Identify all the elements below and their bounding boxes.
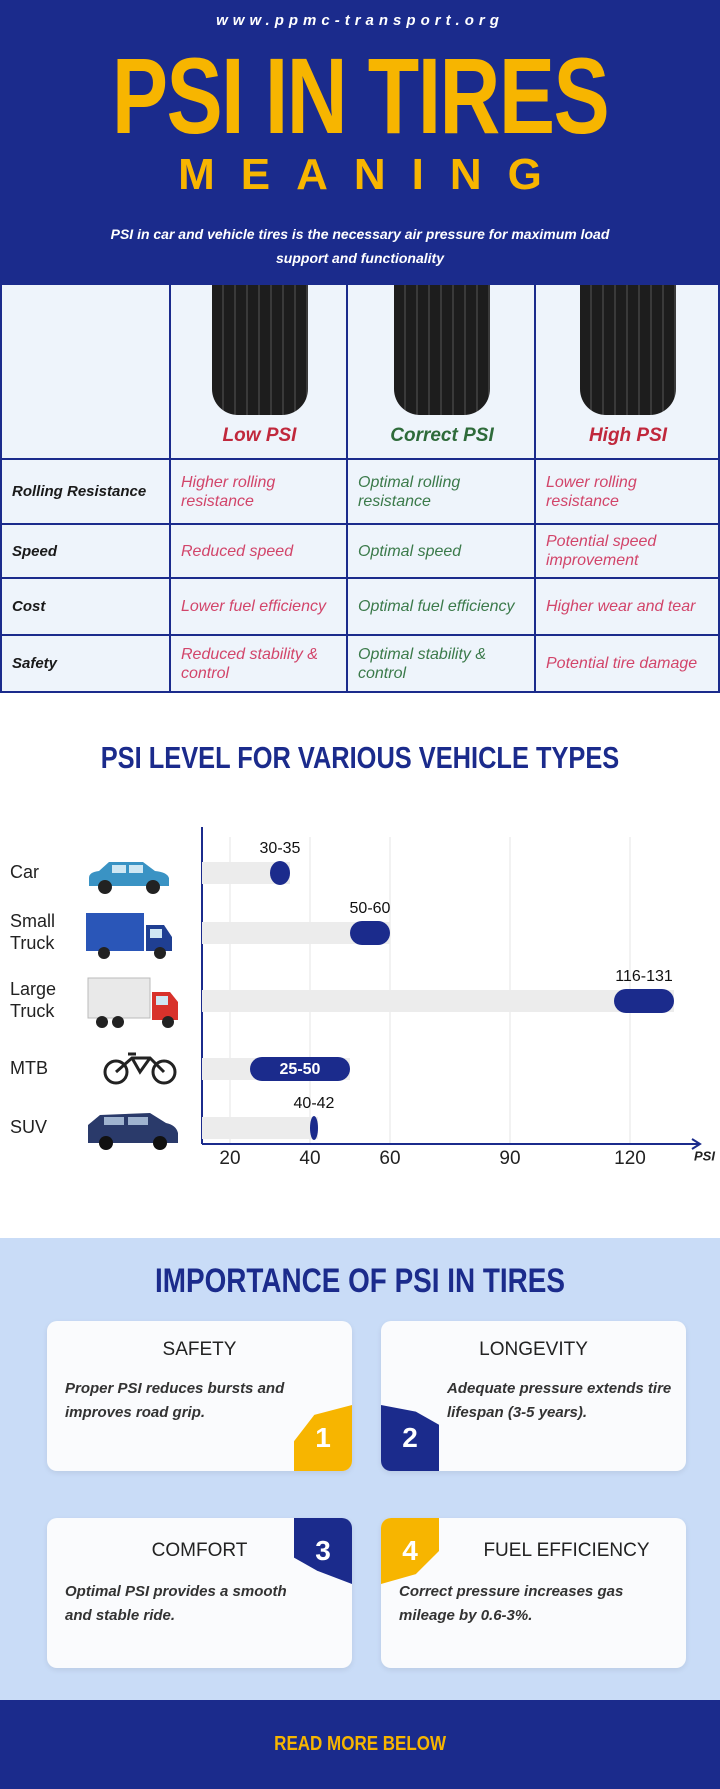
- column-label: High PSI: [588, 425, 668, 446]
- x-tick-label: 90: [499, 1148, 520, 1169]
- header: www.ppmc-transport.org PSI IN TIRES MEAN…: [0, 0, 720, 285]
- table-cell: Reduced stability & control: [171, 636, 348, 693]
- table-cell: Higher rolling resistance: [171, 460, 348, 525]
- chart: PSI LEVEL FOR VARIOUS VEHICLE TYPES 20 40 6…: [10, 741, 715, 1169]
- category-label: MTB: [10, 1058, 48, 1078]
- bar-track: [202, 990, 674, 1012]
- category-label: Large Truck: [10, 979, 56, 1021]
- card-title: FUEL EFFICIENCY: [483, 1540, 650, 1561]
- axis-arrow: [691, 1138, 702, 1150]
- card: 4 FUEL EFFICIENCY Correct pressure increas…: [381, 1518, 686, 1668]
- x-tick-label: 20: [219, 1148, 240, 1169]
- bar-track: [202, 922, 390, 944]
- table-cell: Reduced speed: [171, 525, 348, 579]
- card-title: COMFORT: [151, 1540, 248, 1561]
- card-text: Adequate pressure extends tire lifespan …: [447, 1380, 672, 1421]
- card-text: Correct pressure increases gas mileage b…: [399, 1583, 624, 1624]
- value-label: 50-60: [350, 900, 391, 917]
- number-tab: 2: [381, 1405, 439, 1471]
- chart-title: PSI LEVEL FOR VARIOUS VEHICLE TYPES: [101, 741, 620, 776]
- range-bar: [350, 921, 390, 945]
- column-label: Low PSI: [222, 425, 297, 446]
- row-label: Safety: [2, 636, 171, 693]
- value-label: 40-42: [294, 1095, 335, 1112]
- table-cell: Lower rolling resistance: [536, 460, 720, 525]
- x-axis-label: PSI: [694, 1148, 715, 1163]
- row-label: Speed: [2, 525, 171, 579]
- number-tab: 1: [294, 1405, 352, 1471]
- table-cell: Lower fuel efficiency: [171, 579, 348, 636]
- comparison-table: Low PSI Correct PSI High PSI Rolling Resist…: [0, 285, 720, 693]
- header-cell: [348, 285, 536, 460]
- value-label: 30-35: [260, 840, 301, 857]
- range-bar: [310, 1116, 318, 1140]
- importance-title: IMPORTANCE OF PSI IN TIRES: [155, 1262, 565, 1300]
- card: 1 SAFETY Proper PSI reduces bursts and imp…: [47, 1321, 352, 1471]
- range-bar: [614, 989, 674, 1013]
- title: PSI IN TIRES: [111, 35, 610, 156]
- range-bar: [250, 1057, 350, 1081]
- card: 2 LONGEVITY Adequate pressure extends tire…: [381, 1321, 686, 1471]
- subtitle: MEANING: [178, 150, 568, 199]
- value-label: 116-131: [615, 968, 673, 985]
- header-cell: [171, 285, 348, 460]
- vehicle-icons: [86, 862, 178, 1150]
- card-title: SAFETY: [162, 1339, 237, 1360]
- table-cell: Optimal stability & control: [348, 636, 536, 693]
- category-label: SUV: [10, 1117, 47, 1137]
- table-cell: Potential tire damage: [536, 636, 720, 693]
- card: 3 COMFORT Optimal PSI provides a smooth an…: [47, 1518, 352, 1668]
- url: www.ppmc-transport.org: [216, 12, 504, 29]
- card-title: LONGEVITY: [479, 1339, 588, 1360]
- range-bar: [270, 861, 290, 885]
- tire-image: [211, 285, 308, 415]
- table-cell: Higher wear and tear: [536, 579, 720, 636]
- bar-track: [202, 862, 290, 884]
- footer: READ MORE BELOW: [0, 1700, 720, 1789]
- table-cell: Optimal speed: [348, 525, 536, 579]
- description: PSI in car and vehicle tires is the nece…: [110, 226, 610, 266]
- category-label: Car: [10, 862, 39, 882]
- corner-cell: [2, 285, 171, 460]
- header-cell: [536, 285, 720, 460]
- table-cell: Potential speed improvement: [536, 525, 720, 579]
- bar-track: [202, 1117, 318, 1139]
- table-cell: Optimal fuel efficiency: [348, 579, 536, 636]
- table-cell: Optimal rolling resistance: [348, 460, 536, 525]
- number-tab: 4: [381, 1518, 439, 1584]
- category-label: Small Truck: [10, 911, 55, 953]
- cta[interactable]: READ MORE BELOW: [274, 1733, 446, 1755]
- column-label: Correct PSI: [390, 425, 494, 446]
- row-label: Rolling Resistance: [2, 460, 171, 525]
- x-tick-label: 40: [299, 1148, 320, 1169]
- value-label: 25-50: [280, 1061, 321, 1078]
- row-label: Cost: [2, 579, 171, 636]
- card-text: Proper PSI reduces bursts and improves r…: [65, 1380, 285, 1421]
- importance-section: IMPORTANCE OF PSI IN TIRES 1 SAFETY Proper…: [0, 1238, 720, 1700]
- x-tick-label: 60: [379, 1148, 400, 1169]
- tire-image: [394, 285, 490, 415]
- card-text: Optimal PSI provides a smooth and stable…: [65, 1583, 287, 1624]
- x-tick-label: 120: [614, 1148, 646, 1169]
- tire-image: [580, 285, 676, 415]
